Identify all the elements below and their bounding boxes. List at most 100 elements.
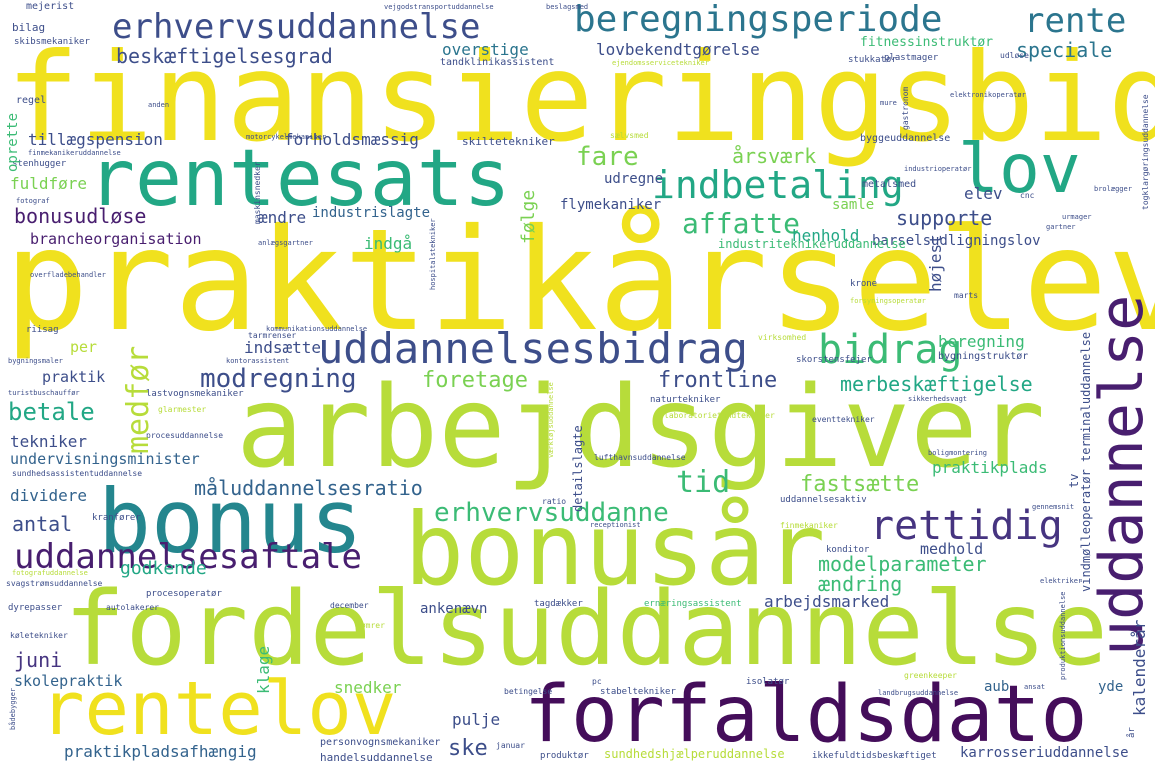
word: boligmontering — [928, 449, 988, 457]
word: karrosseriuddannelse — [960, 745, 1129, 761]
word: udløse — [1000, 51, 1029, 60]
word: overfladebehandler — [30, 271, 106, 279]
word: erhvervsuddanne — [434, 498, 669, 528]
word: frontline — [658, 368, 778, 393]
word: vindmølleoperatør terminaluddannelse — [1079, 331, 1093, 592]
word: juni — [14, 648, 63, 672]
word: rente — [1024, 1, 1127, 41]
word: årsværk — [732, 144, 817, 168]
word: værktøjsuddannelse — [547, 382, 555, 458]
word: procesuddannelse — [146, 431, 224, 440]
word: tandklinikassistent — [440, 57, 555, 68]
word: cnc — [1020, 191, 1035, 200]
word: pc — [592, 677, 602, 686]
word: rettidig — [870, 503, 1063, 549]
word: sundhedshjælperuddannelse — [604, 747, 785, 761]
word: maskinsnedker — [253, 161, 262, 224]
word: lastvognsmekaniker — [146, 389, 244, 399]
word: godkende — [120, 558, 207, 579]
word: elektriker — [1040, 577, 1083, 585]
word: beslagsmed — [546, 3, 589, 11]
word: marts — [954, 291, 979, 300]
word: yde — [1098, 679, 1124, 695]
word: ratio — [542, 497, 567, 506]
word: industriteknikeruddannelse — [718, 237, 906, 251]
word: merbeskæftigelse — [840, 372, 1033, 396]
word: beregningsperiode — [574, 0, 943, 40]
word: fare — [576, 142, 639, 172]
word: fotografuddannelse — [12, 569, 88, 577]
word: praktikpladsafhængig — [64, 742, 257, 761]
word: hospitalstekniker — [429, 218, 437, 290]
word: forholdsmæssig — [284, 130, 419, 149]
word: sikkerhedsvagt — [908, 395, 968, 403]
word: ikkefuldtidsbeskæftiget — [812, 751, 937, 761]
word: henhold — [792, 226, 860, 245]
word: erhvervsuddannelse — [112, 7, 481, 47]
word: bygningstruktør — [938, 351, 1029, 362]
word: uddannelsesbidrag — [318, 324, 748, 373]
word: supporte — [896, 206, 993, 230]
word: speciale — [1016, 38, 1113, 62]
word: kranfører — [92, 513, 141, 523]
word: modregning — [200, 364, 357, 394]
word: klage — [254, 645, 273, 694]
word: stenhugger — [12, 159, 67, 169]
word: glarmester — [158, 405, 207, 414]
word: praktikårselev — [4, 199, 1155, 363]
word: foretage — [422, 368, 528, 393]
word: isolatør — [746, 677, 790, 687]
word: tv — [1067, 473, 1081, 488]
word: byggeuddannelse — [860, 133, 951, 144]
word: procesoperatør — [146, 589, 222, 599]
word: laboratorietandtekniker — [664, 411, 775, 420]
word: modelparameter — [818, 552, 987, 576]
word: riisag — [26, 325, 59, 335]
word: tømrer — [356, 621, 385, 630]
word: industrioperatør — [904, 165, 972, 173]
word: barselsudligningslov — [872, 233, 1041, 249]
word: finansieringsbidrag — [6, 27, 1155, 169]
word: personvognsmekaniker — [320, 737, 441, 748]
word: lovbekendtgørelse — [596, 40, 760, 59]
word: ejendomsservicetekniker — [612, 59, 709, 67]
word: flymekaniker — [560, 197, 662, 213]
word: gartner — [1046, 223, 1076, 231]
word: brolægger — [1094, 185, 1132, 193]
word: rentesats — [88, 134, 511, 224]
word: medfør — [121, 345, 156, 454]
word: affatte — [682, 207, 801, 240]
word: kontorassistent — [226, 357, 290, 365]
word: per — [70, 338, 98, 356]
word: industrislagte — [312, 205, 431, 221]
word: metalsmed — [862, 179, 917, 190]
word: antal — [12, 512, 73, 536]
word: arbejdsmarked — [764, 592, 890, 611]
word: eventtekniker — [812, 415, 875, 424]
word: bonus — [98, 470, 363, 573]
word: bonusudløse — [14, 204, 147, 228]
word: mure — [880, 99, 897, 107]
word: bonusår — [404, 491, 826, 608]
word: følge — [518, 189, 539, 244]
word: arbejdsgiver — [236, 363, 1046, 493]
word: snedker — [334, 678, 402, 697]
word: fotograf — [16, 197, 50, 205]
word: naturtekniker — [650, 395, 721, 405]
word: ernæringsassistent — [644, 599, 742, 609]
word: regel — [16, 95, 47, 106]
word: ændring — [818, 572, 903, 596]
word: medhold — [920, 540, 984, 558]
word: sælvsmed — [610, 131, 649, 140]
word: forsyningsoperatør — [850, 297, 926, 305]
word: lufthavnsuddannelse — [594, 453, 686, 462]
word: forfaldsdato — [524, 670, 1088, 760]
word: pulje — [452, 710, 501, 729]
word: konditor — [826, 545, 870, 555]
word: virksomhed — [758, 333, 807, 342]
word: rentelov — [40, 666, 397, 752]
word: tillægspension — [28, 130, 163, 149]
word: fuldføre — [10, 174, 88, 193]
word: praktikplads — [932, 458, 1048, 477]
word: ske — [448, 736, 488, 761]
